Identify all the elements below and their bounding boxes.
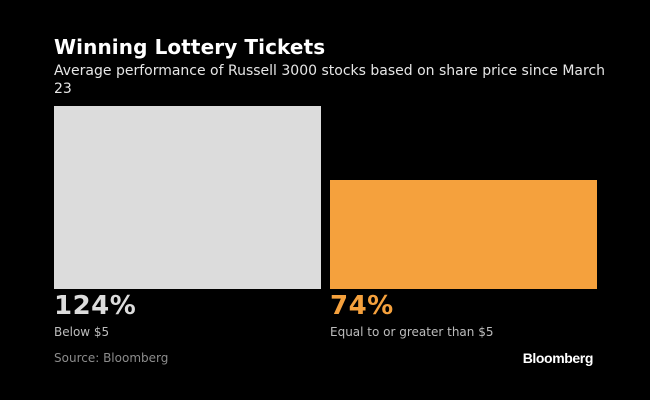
chart-title: Winning Lottery Tickets bbox=[54, 35, 326, 59]
category-label-below-5: Below $5 bbox=[54, 325, 110, 339]
bloomberg-logo: Bloomberg bbox=[522, 350, 594, 366]
category-label-at-least-5: Equal to or greater than $5 bbox=[330, 325, 494, 339]
source-note: Source: Bloomberg bbox=[54, 351, 169, 365]
value-label-at-least-5: 74% bbox=[330, 291, 394, 321]
chart-subtitle: Average performance of Russell 3000 stoc… bbox=[54, 63, 606, 97]
bar-below-5 bbox=[54, 106, 321, 289]
value-label-below-5: 124% bbox=[54, 291, 137, 321]
bar-at-least-5 bbox=[330, 180, 597, 289]
